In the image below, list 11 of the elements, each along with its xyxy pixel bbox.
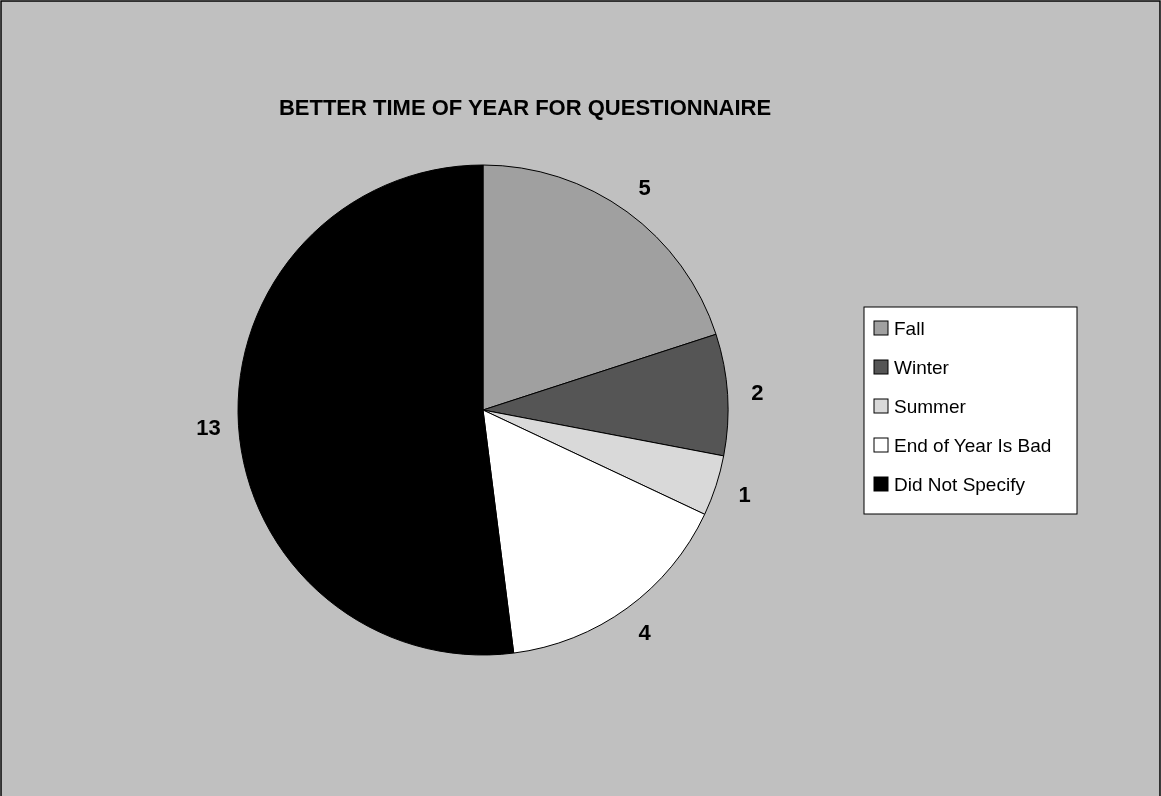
legend-label: Summer [894, 395, 967, 417]
legend-label: Winter [894, 356, 950, 378]
data-label: 2 [751, 380, 764, 406]
data-label: 1 [738, 482, 751, 508]
data-label: 5 [638, 175, 651, 201]
legend-label: Did Not Specify [894, 473, 1026, 495]
legend-label: End of Year Is Bad [894, 434, 1052, 456]
legend-label: Fall [894, 317, 925, 339]
data-label: 13 [196, 414, 221, 440]
data-label: 4 [638, 619, 652, 645]
chart-title: BETTER TIME OF YEAR FOR QUESTIONNAIRE [278, 95, 772, 120]
